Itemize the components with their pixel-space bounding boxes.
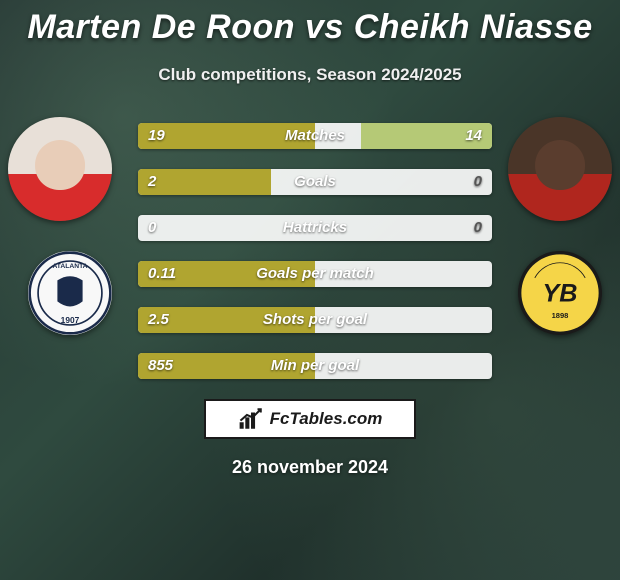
stat-label: Goals: [138, 169, 492, 195]
stat-value-left: 19: [138, 123, 175, 149]
stat-label: Matches: [138, 123, 492, 149]
comparison-area: 1907 ATALANTA YB 1898 Matches19 14 Goals2 0…: [0, 117, 620, 387]
stat-label: Hattricks: [138, 215, 492, 241]
stat-label: Goals per match: [138, 261, 492, 287]
stat-value-left: 2: [138, 169, 166, 195]
stat-label: Min per goal: [138, 353, 492, 379]
date-label: 26 november 2024: [0, 457, 620, 478]
svg-text:YB: YB: [543, 279, 578, 307]
stat-value-right: 0: [464, 169, 492, 195]
stat-bars: Matches1914Goals20Hattricks00Goals per m…: [138, 123, 492, 399]
svg-text:1907: 1907: [61, 315, 80, 325]
stat-value-left: 0.11: [138, 261, 186, 287]
stat-row: Goals2 0: [138, 169, 492, 195]
stat-value-right: 14: [455, 123, 492, 149]
stat-row: Matches19 14: [138, 123, 492, 149]
stat-value-left: 2.5: [138, 307, 179, 333]
brand-icon: [238, 407, 264, 431]
player-right-avatar: [508, 117, 612, 221]
stat-row: Goals per match0.11: [138, 261, 492, 287]
stat-row: Shots per goal2.5: [138, 307, 492, 333]
stat-value-left: 855: [138, 353, 183, 379]
club-left-logo: 1907 ATALANTA: [28, 251, 112, 335]
svg-text:ATALANTA: ATALANTA: [52, 263, 87, 270]
subtitle: Club competitions, Season 2024/2025: [0, 65, 620, 85]
page-title: Marten De Roon vs Cheikh Niasse: [0, 0, 620, 47]
player-left-avatar: [8, 117, 112, 221]
brand-text: FcTables.com: [270, 409, 383, 429]
stat-value-left: 0: [138, 215, 166, 241]
club-right-logo: YB 1898: [518, 251, 602, 335]
svg-text:1898: 1898: [552, 311, 569, 320]
stat-row: Min per goal855: [138, 353, 492, 379]
stat-row: Hattricks0 0: [138, 215, 492, 241]
stat-value-right: 0: [464, 215, 492, 241]
stat-label: Shots per goal: [138, 307, 492, 333]
brand-badge: FcTables.com: [204, 399, 416, 439]
